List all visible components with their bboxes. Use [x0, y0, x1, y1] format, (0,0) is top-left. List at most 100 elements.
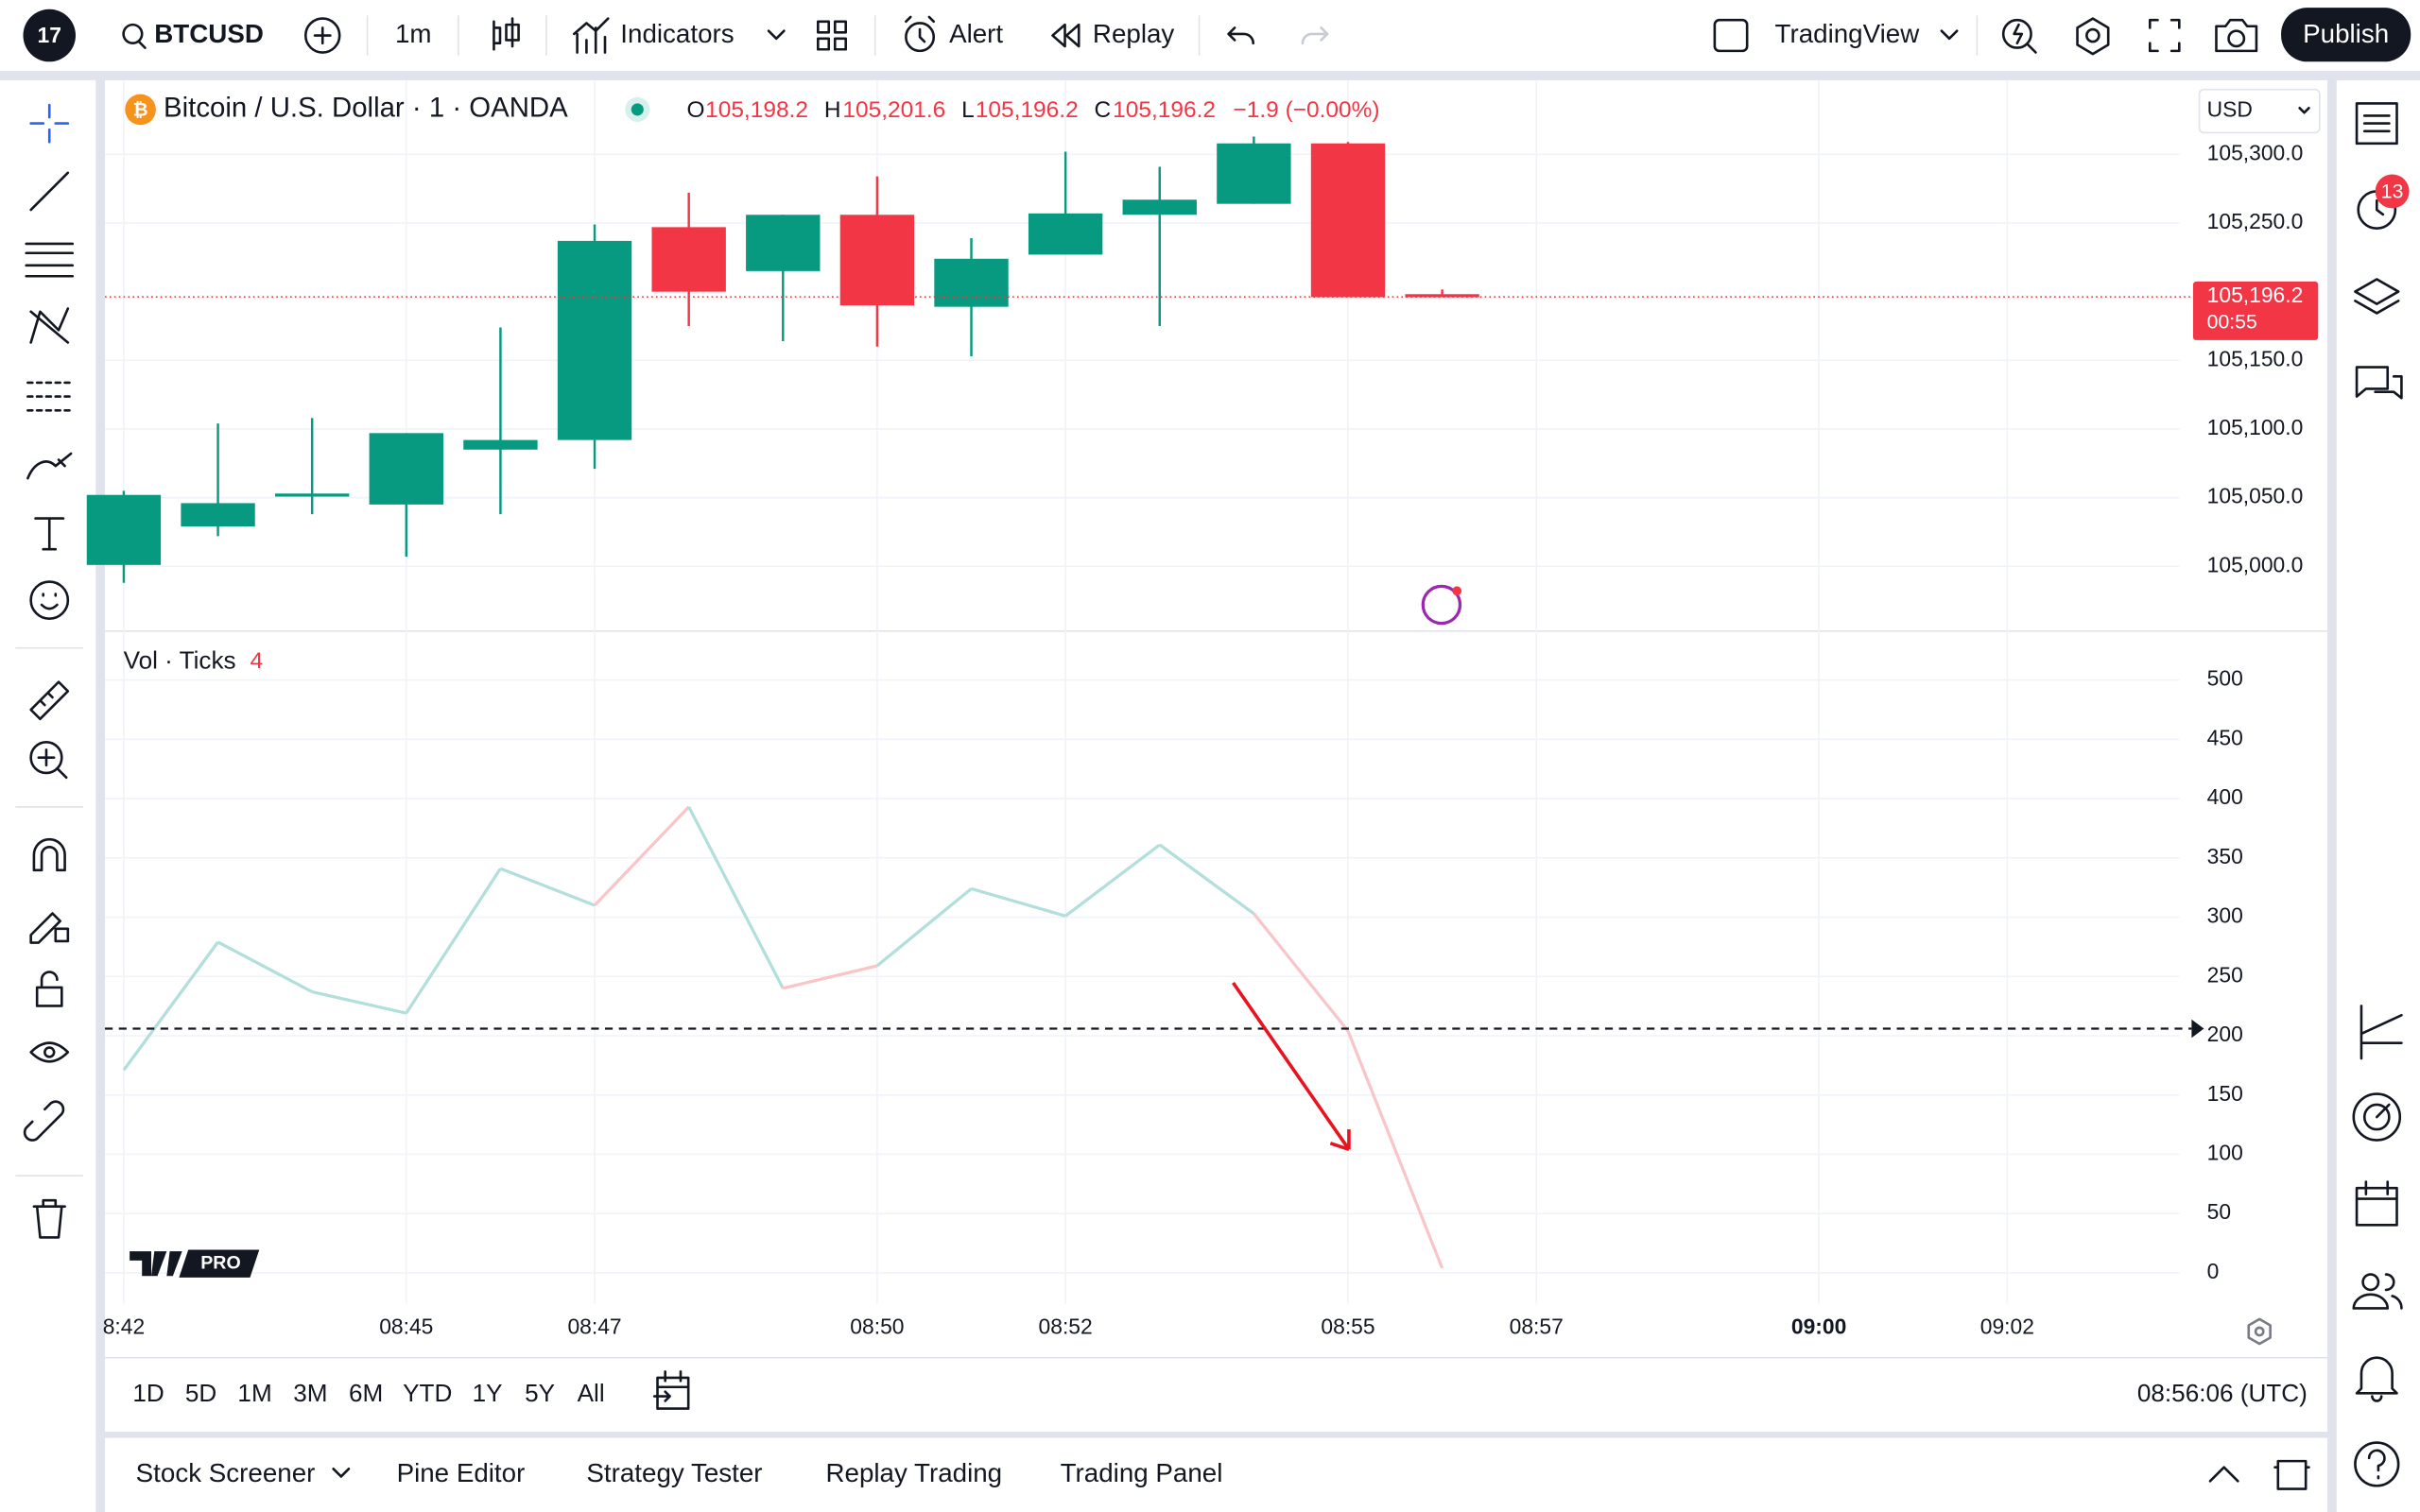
volume-segment: [1346, 1030, 1444, 1269]
candle-body: [274, 493, 350, 497]
chart-type[interactable]: [493, 17, 520, 51]
hide-tool[interactable]: [29, 1041, 70, 1063]
alert-icon-hands: [905, 15, 936, 43]
collapse-panel[interactable]: [2208, 1466, 2239, 1483]
alerts-hands: [2375, 198, 2385, 216]
candle-body: [934, 258, 1009, 307]
bottom-tab[interactable]: Pine Editor: [397, 1458, 526, 1487]
screenshot[interactable]: [2215, 18, 2258, 53]
right-toolbar: [2336, 79, 2420, 1512]
bottom-tab[interactable]: Strategy Tester: [586, 1458, 762, 1487]
search-icon[interactable]: [122, 23, 144, 45]
notifications-bell[interactable]: [2355, 1356, 2398, 1402]
goto-date[interactable]: [652, 1370, 690, 1410]
range-button[interactable]: All: [578, 1379, 605, 1407]
help[interactable]: [2354, 1441, 2400, 1487]
volume-segment: [687, 806, 785, 989]
community[interactable]: [2361, 1273, 2380, 1292]
screener-dropdown[interactable]: [332, 1467, 351, 1478]
candle-body: [369, 433, 443, 505]
watchlist[interactable]: [2355, 102, 2398, 146]
publish-button[interactable]: Publish: [2303, 19, 2389, 48]
trend-line-tool[interactable]: [29, 171, 70, 212]
bottom-panel: [105, 1437, 2328, 1512]
range-button[interactable]: 5D: [185, 1379, 216, 1407]
pattern-tool[interactable]: [29, 307, 70, 344]
layout-dropdown[interactable]: [1940, 29, 1959, 41]
indicators-dropdown[interactable]: [767, 29, 786, 41]
maximize-panel[interactable]: [2273, 1459, 2310, 1490]
fib-tool[interactable]: [25, 242, 75, 278]
range-button[interactable]: 1D: [132, 1379, 164, 1407]
assistant-icon[interactable]: [1421, 584, 1462, 626]
signals[interactable]: [2352, 1092, 2402, 1142]
ohlc-value: 105,196.2: [976, 97, 1079, 123]
forecast-tool[interactable]: [26, 381, 73, 412]
currency-select-box[interactable]: [2198, 88, 2321, 134]
object-tree[interactable]: [2354, 278, 2400, 315]
symbol-search[interactable]: BTCUSD: [154, 19, 264, 48]
clock[interactable]: 08:56:06 (UTC): [2137, 1379, 2308, 1407]
redo[interactable]: [1301, 26, 1329, 45]
y-tick-label: 300: [2207, 903, 2243, 928]
x-tick-label: 08:47: [567, 1314, 621, 1339]
range-button[interactable]: 6M: [349, 1379, 383, 1407]
range-button[interactable]: 3M: [293, 1379, 327, 1407]
magnet-tool[interactable]: [32, 837, 66, 872]
brush-tool[interactable]: [26, 452, 73, 480]
publish-button-bg[interactable]: [2281, 8, 2411, 62]
volume-segment: [499, 867, 596, 907]
range-button[interactable]: YTD: [403, 1379, 452, 1407]
fullscreen[interactable]: [2148, 18, 2181, 53]
bottom-tab[interactable]: Stock Screener: [136, 1458, 316, 1487]
measure-tool[interactable]: [29, 680, 70, 721]
currency-select[interactable]: USD: [2207, 97, 2253, 122]
range-button[interactable]: 5Y: [525, 1379, 555, 1407]
y-tick-label: 105,100.0: [2207, 415, 2304, 439]
candle-body: [86, 494, 162, 565]
assistant-icon-dot: [1452, 586, 1462, 596]
interval[interactable]: 1m: [395, 19, 432, 48]
link-tool[interactable]: [23, 1100, 65, 1142]
range-button[interactable]: 1M: [237, 1379, 271, 1407]
volume-segment: [311, 989, 407, 1015]
quick-search[interactable]: [2001, 18, 2032, 49]
community-body: [2352, 1273, 2403, 1310]
add-symbol[interactable]: [303, 17, 341, 54]
delete-tool[interactable]: [32, 1198, 66, 1239]
alert-icon[interactable]: [905, 22, 936, 53]
volume-segment: [122, 940, 219, 1072]
indicators-icon[interactable]: [573, 17, 610, 54]
y-tick-label: 500: [2207, 666, 2243, 691]
bottom-tab[interactable]: Replay Trading: [825, 1458, 1002, 1487]
logo[interactable]: [23, 9, 76, 62]
zoom-tool[interactable]: [29, 741, 63, 775]
technicals[interactable]: [2360, 1005, 2403, 1060]
chats[interactable]: [2355, 366, 2403, 400]
unlock-tool[interactable]: [35, 971, 63, 1007]
range-button[interactable]: 1Y: [473, 1379, 503, 1407]
layouts-icon[interactable]: [817, 20, 848, 51]
bottom-tab[interactable]: Trading Panel: [1061, 1458, 1223, 1487]
lock-drawings[interactable]: [29, 912, 70, 944]
candle-body: [463, 439, 538, 450]
symbol-title[interactable]: Bitcoin / U.S. Dollar · 1 · OANDA: [164, 93, 568, 124]
undo[interactable]: [1227, 26, 1255, 45]
calendar[interactable]: [2355, 1180, 2398, 1227]
settings-icon[interactable]: [2076, 17, 2110, 56]
y-tick-label: 200: [2207, 1022, 2243, 1046]
icon-tool-face: [40, 593, 59, 610]
alert-button[interactable]: Alert: [949, 19, 1003, 48]
layout-icon[interactable]: [1713, 18, 1749, 53]
x-tick-label: 08:52: [1039, 1314, 1093, 1339]
replay-icon[interactable]: [1051, 23, 1080, 48]
x-tick-label: 08:50: [850, 1314, 904, 1339]
text-tool[interactable]: [34, 517, 65, 551]
layout-name[interactable]: TradingView: [1775, 19, 1921, 48]
replay-button[interactable]: Replay: [1093, 19, 1175, 48]
crosshair-tool[interactable]: [29, 103, 70, 144]
axis-settings-center: [2254, 1326, 2265, 1337]
icon-tool[interactable]: [29, 580, 70, 620]
axis-settings[interactable]: [2247, 1317, 2272, 1346]
indicators-button[interactable]: Indicators: [620, 19, 734, 48]
